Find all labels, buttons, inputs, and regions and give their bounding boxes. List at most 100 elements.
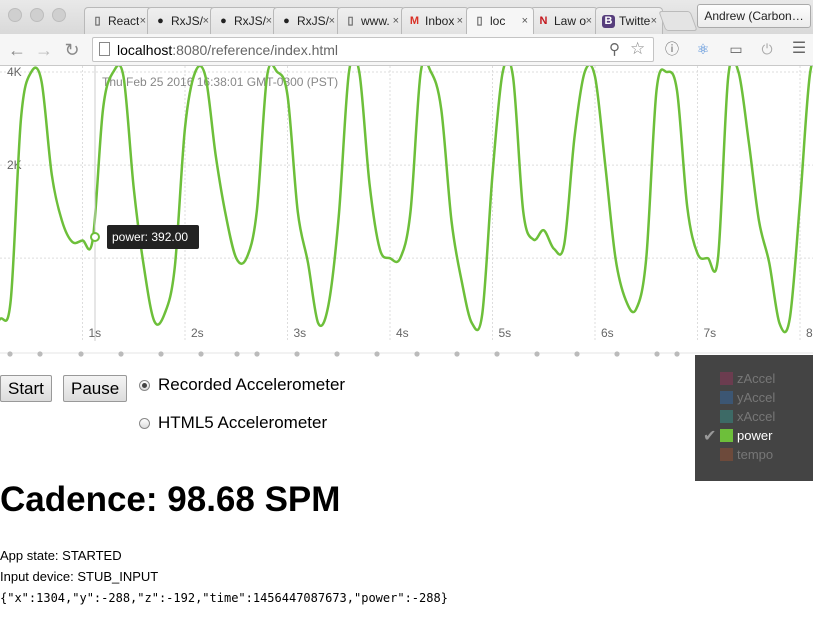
tab-title: RxJS/ [234, 14, 267, 28]
tab-close-icon[interactable]: × [521, 15, 528, 27]
legend-label: tempo [737, 447, 774, 462]
timeline-dot[interactable] [374, 351, 380, 357]
legend-item-zAccel[interactable]: zAccel [720, 371, 775, 386]
tab-close-icon[interactable]: × [202, 15, 209, 27]
timeline-dot[interactable] [534, 351, 540, 357]
tab-title: www. [361, 14, 390, 28]
profile-name: Andrew (Carbon… [704, 9, 804, 23]
tab-title: loc [490, 14, 506, 28]
browser-tab[interactable]: N Law o × [530, 7, 598, 34]
tab-close-icon[interactable]: × [650, 15, 657, 27]
zoom-window-button[interactable] [52, 8, 66, 22]
browser-tab[interactable]: B Twitte × [595, 7, 663, 34]
timeline-dot[interactable] [294, 351, 300, 357]
tab-title: Twitte [619, 14, 651, 28]
timeline-dot[interactable] [37, 351, 43, 357]
gmail-icon: M [409, 14, 420, 27]
browser-tab[interactable]: ▯ loc × [466, 7, 534, 34]
browser-tab[interactable]: ▯ React × [84, 7, 152, 34]
radio-recorded-accelerometer[interactable]: Recorded Accelerometer [139, 375, 345, 395]
radio-html5-accelerometer[interactable]: HTML5 Accelerometer [139, 413, 327, 433]
timeline-dot[interactable] [118, 351, 124, 357]
tab-title: Law o [554, 14, 587, 28]
tab-close-icon[interactable]: × [585, 15, 592, 27]
page-icon: ▯ [94, 14, 101, 27]
timeline-dot[interactable] [414, 351, 420, 357]
bookmark-star-icon[interactable]: ☆ [630, 39, 646, 58]
github-icon: ● [157, 14, 164, 27]
timeline-dot[interactable] [654, 351, 660, 357]
hover-point [90, 232, 100, 242]
timeline-dot[interactable] [334, 351, 340, 357]
x-tick-label: 5s [499, 326, 512, 340]
radio-indicator[interactable] [139, 417, 150, 429]
start-button[interactable]: Start [0, 375, 52, 402]
tab-close-icon[interactable]: × [456, 15, 463, 27]
new-tab-button[interactable] [658, 11, 698, 31]
timeline-dot[interactable] [494, 351, 500, 357]
timeline-dot[interactable] [234, 351, 240, 357]
timeline-dot[interactable] [158, 351, 164, 357]
tab-close-icon[interactable]: × [328, 15, 335, 27]
tab-close-icon[interactable]: × [139, 15, 146, 27]
menu-icon[interactable]: ☰ [791, 40, 807, 57]
legend-label: xAccel [737, 409, 776, 424]
page-icon: ▯ [347, 14, 354, 27]
radio-recorded-label: Recorded Accelerometer [158, 375, 346, 394]
bootstrap-icon: B [602, 14, 615, 28]
tab-close-icon[interactable]: × [392, 15, 399, 27]
timeline-dot[interactable] [614, 351, 620, 357]
power-chart[interactable]: Thu Feb 25 2016 16:38:01 GMT-0800 (PST) … [0, 66, 813, 366]
tab-title: Inbox [425, 14, 455, 28]
timeline-dot[interactable] [198, 351, 204, 357]
radio-selected-indicator[interactable] [139, 379, 150, 391]
extension-icon[interactable]: ⚛ [696, 41, 710, 57]
power-icon[interactable]: ⏻ [761, 41, 773, 57]
zoom-icon[interactable]: ⚲ [609, 41, 620, 58]
browser-tab[interactable]: ● RxJS/× [210, 7, 278, 34]
address-bar[interactable]: localhost:8080/reference/index.html ⚲ ☆ [92, 37, 654, 62]
url-text: localhost:8080/reference/index.html [117, 42, 339, 58]
legend-swatch [720, 429, 733, 442]
tab-close-icon[interactable]: × [265, 15, 272, 27]
profile-button[interactable]: Andrew (Carbon… [697, 4, 811, 28]
chart-grid [0, 66, 813, 341]
browser-tab[interactable]: ● RxJS/× [147, 7, 215, 34]
legend-item-yAccel[interactable]: yAccel [720, 390, 775, 405]
legend-label: yAccel [737, 390, 776, 405]
x-tick-label: 4s [396, 326, 409, 340]
legend-swatch [720, 410, 733, 423]
timeline-dot[interactable] [254, 351, 260, 357]
x-tick-label: 6s [601, 326, 614, 340]
app-state: App state: STARTED [0, 548, 122, 563]
tab-title: RxJS/ [297, 14, 330, 28]
chart-timestamp: Thu Feb 25 2016 16:38:01 GMT-0800 (PST) [102, 75, 338, 89]
browser-tab[interactable]: ▯ www. × [337, 7, 405, 34]
cast-icon[interactable]: ▭ [729, 41, 743, 57]
power-series-line [0, 66, 813, 334]
browser-tab[interactable]: ● RxJS/× [273, 7, 341, 34]
timeline-dot[interactable] [78, 351, 84, 357]
timeline-dot[interactable] [454, 351, 460, 357]
legend-label: power [737, 428, 773, 443]
close-window-button[interactable] [8, 8, 22, 22]
timeline-dot[interactable] [574, 351, 580, 357]
pause-button[interactable]: Pause [63, 375, 128, 402]
legend-item-xAccel[interactable]: xAccel [720, 409, 775, 424]
legend-item-tempo[interactable]: tempo [720, 447, 773, 462]
timeline-dot[interactable] [674, 351, 680, 357]
input-device: Input device: STUB_INPUT [0, 569, 159, 584]
legend-swatch [720, 391, 733, 404]
back-arrow-icon[interactable]: ← [8, 40, 26, 60]
browser-tab[interactable]: M Inbox × [401, 7, 469, 34]
forward-arrow-icon[interactable]: → [35, 40, 53, 60]
reload-icon[interactable]: ↻ [64, 40, 80, 60]
legend-swatch [720, 372, 733, 385]
timeline-dot[interactable] [7, 351, 13, 357]
cadence-readout: Cadence: 98.68 SPM [0, 480, 341, 519]
info-icon[interactable]: ⓘ [665, 41, 679, 57]
tab-title: RxJS/ [171, 14, 204, 28]
legend-item-power[interactable]: power [720, 428, 772, 443]
y-tick-label: 4K [7, 66, 22, 79]
minimize-window-button[interactable] [30, 8, 44, 22]
